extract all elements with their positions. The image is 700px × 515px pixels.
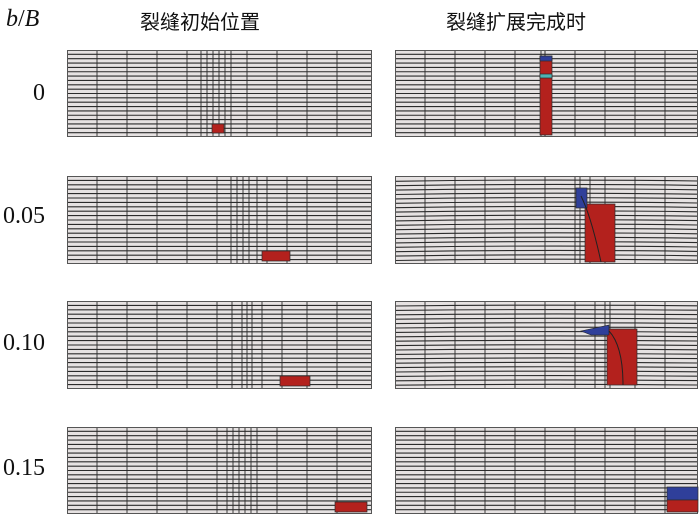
crack-propagated-zone xyxy=(584,203,616,263)
mesh-border xyxy=(67,427,372,514)
mesh-panel-final-0 xyxy=(395,50,698,137)
mesh-panel-final-3 xyxy=(395,427,699,514)
mesh-row-line xyxy=(394,219,699,222)
mesh-row-line xyxy=(394,308,699,311)
column-header-initial: 裂缝初始位置 xyxy=(140,10,260,34)
mesh-row-line xyxy=(394,330,699,333)
mesh-border xyxy=(395,176,698,264)
axis-label-den: B xyxy=(24,6,40,32)
mesh-row-line xyxy=(394,352,699,355)
mesh-border xyxy=(67,176,372,264)
mesh-row-line xyxy=(394,210,699,213)
column-header-final: 裂缝扩展完成时 xyxy=(446,10,586,34)
mesh-row-line xyxy=(394,383,699,386)
crack-tip-blue xyxy=(579,324,610,336)
crack-propagated-zone xyxy=(539,55,553,136)
mesh-row-line xyxy=(394,313,699,316)
axis-label-sep: / xyxy=(18,6,25,32)
mesh-row-line xyxy=(394,317,699,320)
mesh-row-line xyxy=(394,254,699,257)
crack-propagated-zone xyxy=(606,328,638,386)
mesh-row-line xyxy=(394,241,699,244)
crack-path xyxy=(608,330,624,386)
mesh-panel-initial-0 xyxy=(67,50,372,137)
mesh-row-line xyxy=(394,192,699,196)
mesh-border xyxy=(67,301,372,389)
mesh-row-line xyxy=(394,201,699,204)
row-label-3: 0.15 xyxy=(3,455,45,481)
mesh-panel-initial-3 xyxy=(67,427,372,514)
mesh-row-line xyxy=(394,339,699,342)
crack-initial-zone xyxy=(261,250,291,262)
mesh-row-line xyxy=(394,304,699,307)
crack-initial-zone xyxy=(334,501,368,513)
row-label-0: 0 xyxy=(33,80,45,106)
mesh-row-line xyxy=(394,258,699,262)
mesh-row-line xyxy=(394,245,699,248)
mesh-row-line xyxy=(394,344,699,347)
mesh-row-line xyxy=(394,335,699,338)
crack-propagated-zone xyxy=(666,499,699,513)
axis-label-var: b xyxy=(6,6,18,32)
mesh-row-line xyxy=(394,227,699,231)
row-label-1: 0.05 xyxy=(3,203,45,229)
mesh-row-line xyxy=(394,236,699,240)
mesh-row-line xyxy=(394,379,699,382)
mesh-row-line xyxy=(394,188,699,191)
crack-path xyxy=(580,195,602,263)
mesh-row-line xyxy=(394,326,699,329)
mesh-row-line xyxy=(394,322,699,325)
mesh-row-line xyxy=(394,357,699,360)
mesh-row-line xyxy=(394,374,699,377)
mesh-panel-final-2 xyxy=(394,301,699,389)
crack-tip-cyan xyxy=(539,73,553,79)
row-label-2: 0.10 xyxy=(3,330,45,356)
mesh-row-line xyxy=(394,348,699,351)
mesh-border xyxy=(395,50,698,137)
mesh-panel-final-1 xyxy=(394,176,699,264)
crack-initial-zone xyxy=(279,375,311,387)
mesh-row-line xyxy=(394,249,699,253)
mesh-row-line xyxy=(394,183,699,187)
mesh-row-line xyxy=(394,370,699,373)
mesh-border xyxy=(395,427,698,514)
axis-label-b-over-B: b/B xyxy=(6,6,39,33)
crack-tip-blue xyxy=(539,55,553,62)
crack-propagated-blue xyxy=(666,486,699,501)
mesh-row-line xyxy=(394,205,699,209)
mesh-row-line xyxy=(394,232,699,235)
mesh-border xyxy=(67,50,372,137)
mesh-row-line xyxy=(394,366,699,369)
mesh-panel-initial-2 xyxy=(67,301,372,389)
mesh-row-line xyxy=(394,179,699,182)
mesh-row-line xyxy=(394,361,699,364)
mesh-row-line xyxy=(394,197,699,200)
mesh-row-line xyxy=(394,223,699,226)
mesh-row-line xyxy=(394,214,699,218)
mesh-border xyxy=(395,301,698,389)
mesh-panel-initial-1 xyxy=(67,176,372,264)
crack-initial-zone xyxy=(211,123,225,134)
